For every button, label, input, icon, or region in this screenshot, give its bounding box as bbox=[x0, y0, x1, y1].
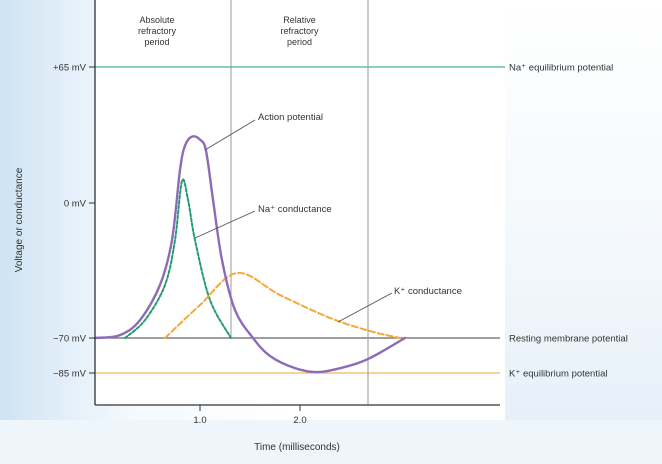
series-annotation-label: Na⁺ conductance bbox=[258, 204, 332, 215]
background-right bbox=[505, 0, 662, 420]
period-label: Relative bbox=[283, 15, 316, 25]
period-label: refractory bbox=[280, 26, 319, 36]
y-tick-label: +65 mV bbox=[53, 63, 87, 74]
y-tick-label: −85 mV bbox=[53, 369, 87, 380]
k-conductance-curve bbox=[164, 272, 401, 339]
series-annotation-label: K⁺ conductance bbox=[394, 286, 462, 297]
annotation-leader-line bbox=[204, 119, 256, 151]
period-label: period bbox=[287, 37, 312, 47]
na-conductance-curve bbox=[124, 178, 232, 339]
y-axis-label: Voltage or conductance bbox=[14, 167, 25, 272]
plot-area bbox=[95, 0, 505, 405]
period-label: Absolute bbox=[139, 15, 174, 25]
annotation-leader-line bbox=[337, 292, 393, 323]
x-tick-label: 1.0 bbox=[193, 415, 206, 426]
y-tick-label: 0 mV bbox=[64, 199, 87, 210]
period-label: period bbox=[144, 37, 169, 47]
reference-line-label: Resting membrane potential bbox=[509, 334, 628, 345]
x-axis-label: Time (milliseconds) bbox=[254, 442, 340, 453]
series-annotation-label: Action potential bbox=[258, 112, 323, 123]
period-label: refractory bbox=[138, 26, 177, 36]
x-tick-label: 2.0 bbox=[293, 415, 306, 426]
action-potential-curve bbox=[93, 135, 407, 374]
reference-line-label: K⁺ equilibrium potential bbox=[509, 369, 607, 380]
background-bottom bbox=[0, 420, 662, 464]
annotation-leader-line bbox=[194, 210, 256, 239]
y-tick-label: −70 mV bbox=[53, 334, 87, 345]
reference-line-label: Na⁺ equilibrium potential bbox=[509, 63, 613, 74]
